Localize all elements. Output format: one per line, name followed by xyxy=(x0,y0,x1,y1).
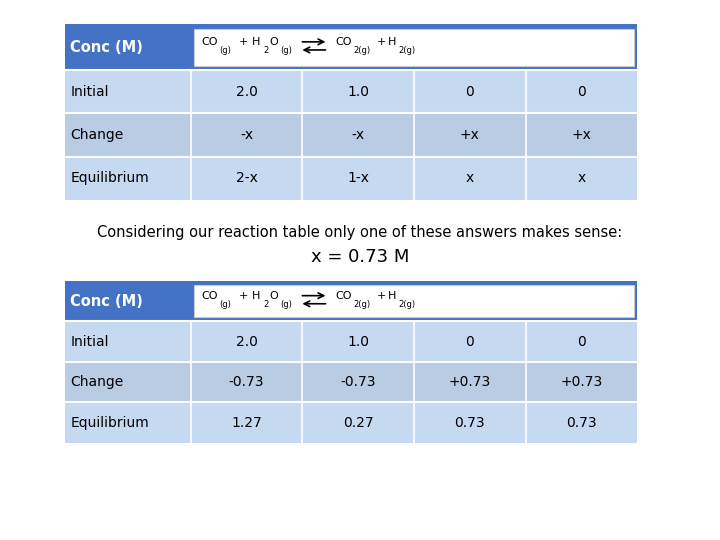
Text: 2(g): 2(g) xyxy=(399,300,416,309)
Text: H: H xyxy=(388,37,397,47)
Bar xyxy=(65,70,637,113)
Text: H: H xyxy=(388,291,397,301)
Text: (g): (g) xyxy=(220,300,231,309)
Text: -0.73: -0.73 xyxy=(341,375,376,389)
Bar xyxy=(65,113,637,157)
Text: +: + xyxy=(239,291,248,301)
Text: 1.27: 1.27 xyxy=(231,416,262,429)
Text: Conc (M): Conc (M) xyxy=(70,294,143,308)
Text: H: H xyxy=(252,291,261,301)
Bar xyxy=(65,402,637,443)
Text: -0.73: -0.73 xyxy=(229,375,264,389)
Text: 2.0: 2.0 xyxy=(235,85,258,99)
Text: Equilibrium: Equilibrium xyxy=(71,416,149,429)
Text: x = 0.73 M: x = 0.73 M xyxy=(311,247,409,266)
Text: 0: 0 xyxy=(465,85,474,99)
Text: 0: 0 xyxy=(577,335,586,348)
Text: +: + xyxy=(239,37,248,47)
Text: +x: +x xyxy=(572,128,591,142)
Text: 2(g): 2(g) xyxy=(354,300,371,309)
Text: 0: 0 xyxy=(577,85,586,99)
Text: CO: CO xyxy=(202,37,218,47)
Text: +x: +x xyxy=(460,128,480,142)
Text: +0.73: +0.73 xyxy=(449,375,491,389)
Text: -x: -x xyxy=(351,128,365,142)
Text: 2(g): 2(g) xyxy=(354,46,371,55)
Text: CO: CO xyxy=(202,291,218,301)
Bar xyxy=(65,281,637,321)
Text: Change: Change xyxy=(71,375,124,389)
Text: +: + xyxy=(377,291,386,301)
Text: 1.0: 1.0 xyxy=(347,335,369,348)
Text: CO: CO xyxy=(336,291,352,301)
Text: +0.73: +0.73 xyxy=(560,375,603,389)
Text: 0.73: 0.73 xyxy=(566,416,597,429)
Text: Change: Change xyxy=(71,128,124,142)
Text: (g): (g) xyxy=(280,300,292,309)
Text: 2.0: 2.0 xyxy=(235,335,258,348)
Text: Conc (M): Conc (M) xyxy=(70,40,143,55)
Text: 2: 2 xyxy=(264,300,269,309)
Bar xyxy=(194,29,634,66)
Text: Initial: Initial xyxy=(71,335,109,348)
Text: H: H xyxy=(252,37,261,47)
Text: (g): (g) xyxy=(280,46,292,55)
Bar xyxy=(65,157,637,200)
Text: O: O xyxy=(269,291,278,301)
Bar xyxy=(65,321,637,362)
Text: CO: CO xyxy=(336,37,352,47)
Bar xyxy=(65,24,637,70)
Bar xyxy=(65,362,637,402)
Text: 1.0: 1.0 xyxy=(347,85,369,99)
Text: Considering our reaction table only one of these answers makes sense:: Considering our reaction table only one … xyxy=(97,225,623,240)
Text: +: + xyxy=(377,37,386,47)
Text: Initial: Initial xyxy=(71,85,109,99)
Text: x: x xyxy=(577,171,585,185)
Text: 0: 0 xyxy=(465,335,474,348)
Text: (g): (g) xyxy=(220,46,231,55)
Text: O: O xyxy=(269,37,278,47)
Text: 2(g): 2(g) xyxy=(399,46,416,55)
Text: -x: -x xyxy=(240,128,253,142)
Text: 0.73: 0.73 xyxy=(454,416,485,429)
Text: Equilibrium: Equilibrium xyxy=(71,171,149,185)
Text: 0.27: 0.27 xyxy=(343,416,374,429)
Text: 1-x: 1-x xyxy=(347,171,369,185)
Text: 2-x: 2-x xyxy=(235,171,258,185)
Text: x: x xyxy=(466,171,474,185)
Text: 2: 2 xyxy=(264,46,269,55)
Bar xyxy=(194,285,634,317)
